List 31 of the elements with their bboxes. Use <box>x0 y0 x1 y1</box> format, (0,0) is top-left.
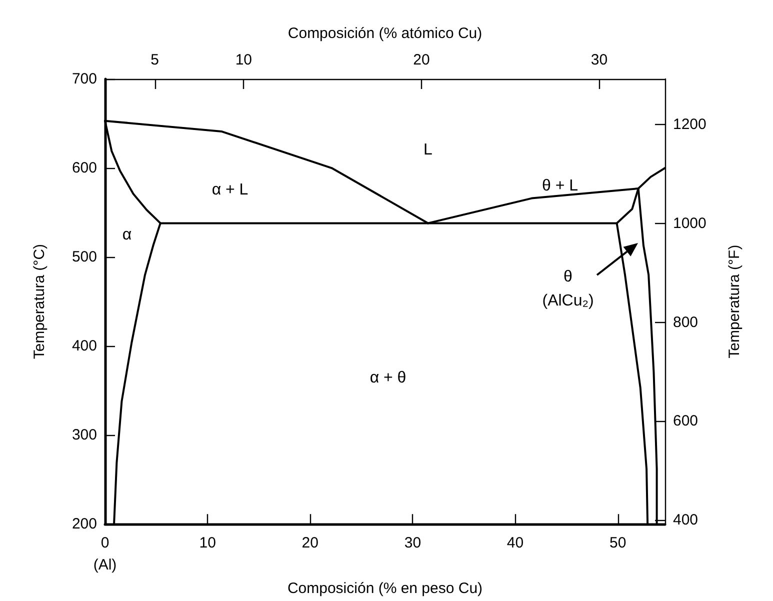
y2-tick-label: 1000 <box>673 214 706 232</box>
x-tick-label: 10 <box>199 534 216 552</box>
x-tick-label: 30 <box>404 534 422 552</box>
y-tick-label: 300 <box>72 426 97 444</box>
y2-tick-label: 1200 <box>673 116 706 133</box>
x-tick-label: 50 <box>609 534 626 552</box>
x-axis-title: Composición (% en peso Cu) <box>287 580 483 597</box>
x2-axis-title: Composición (% atómico Cu) <box>288 25 482 42</box>
y2-tick-label: 400 <box>673 512 698 529</box>
x2-tick-label: 5 <box>150 52 159 68</box>
annotation: L <box>424 142 433 158</box>
x2-tick-label: 10 <box>235 52 252 68</box>
annotation: α + θ <box>370 370 406 386</box>
y-tick-label: 500 <box>72 248 97 266</box>
x-tick-label: 20 <box>302 534 318 552</box>
y2-tick-label: 800 <box>673 314 698 331</box>
y2-tick-label: 600 <box>673 412 698 430</box>
x2-tick-label: 30 <box>590 52 608 68</box>
annotation: θ (AlCu₂) <box>542 268 594 310</box>
annotation: θ + L <box>542 178 578 194</box>
annotation: α + L <box>212 182 248 198</box>
annotation: α <box>122 226 132 244</box>
y-tick-label: 200 <box>72 516 97 533</box>
y-tick-label: 400 <box>72 338 97 355</box>
y-tick-label: 600 <box>72 160 97 177</box>
x-tick-label: 40 <box>506 534 524 552</box>
x-tick-label: 0 (Al) <box>93 534 117 574</box>
x2-tick-label: 20 <box>413 52 430 68</box>
y-tick-label: 700 <box>72 70 97 88</box>
y-axis-title: Temperatura (°C) <box>31 244 48 360</box>
y2-axis-title: Temperatura (°F) <box>726 244 743 358</box>
